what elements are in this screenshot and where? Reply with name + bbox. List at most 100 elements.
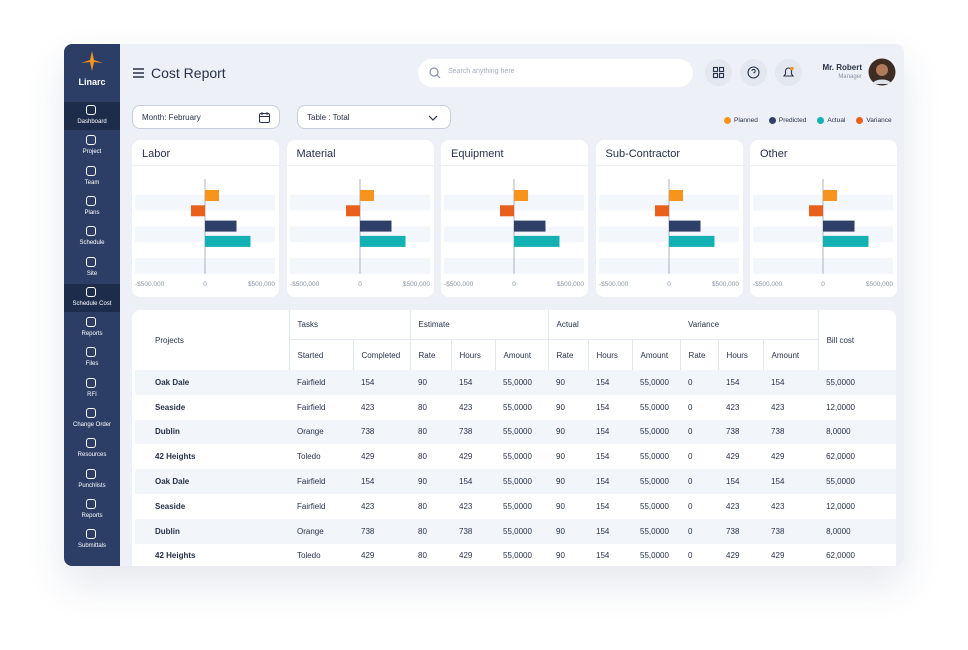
- apps-button[interactable]: [705, 59, 732, 86]
- table-cell: 90: [548, 469, 589, 494]
- table-cell: 90: [556, 501, 565, 511]
- group-header: Projects: [155, 335, 184, 345]
- chart: -$500,000 0 $500,000: [750, 165, 897, 288]
- sidebar-item[interactable]: Project: [64, 132, 120, 160]
- column-header: Hours: [450, 339, 496, 370]
- bar: [514, 220, 546, 232]
- table-cell: 55,0000: [632, 469, 681, 494]
- sidebar-item[interactable]: Site: [64, 254, 120, 282]
- sidebar-label: Site: [86, 270, 98, 277]
- table-cell: 90: [556, 402, 565, 412]
- table-cell: 154: [451, 370, 496, 395]
- chart-title: Equipment: [451, 148, 504, 160]
- table-cell: 55,0000: [495, 469, 549, 494]
- table-cell: 55,0000: [632, 518, 681, 544]
- chart-card: Material -$500,000 0 $500,000: [286, 140, 434, 297]
- table-cell: 738: [353, 419, 411, 445]
- sidebar-item[interactable]: Team: [64, 163, 120, 191]
- table-cell: 0: [688, 402, 693, 412]
- table-cell: 12,0000: [826, 402, 855, 412]
- notifications-button[interactable]: [775, 59, 802, 86]
- table-cell: 80: [410, 518, 452, 544]
- table-cell: Fairfield: [289, 370, 353, 395]
- app-window: Linarc Dashboard Project Team Plans Schedule…: [64, 44, 904, 566]
- table-row: Dublin Orange 738 80 738 55,0000 90 154 55,0000 0…: [135, 518, 896, 544]
- table-cell: 55,0000: [818, 370, 896, 395]
- table-cell: 429: [361, 452, 375, 462]
- sidebar-item[interactable]: Punchlists: [64, 466, 120, 494]
- logo-text: Linarc: [78, 77, 106, 87]
- table-row: Oak Dale Fairfield 154 90 154 55,0000 90 154 55,…: [135, 469, 896, 494]
- project-name: Dublin: [135, 518, 289, 544]
- project-name: Oak Dale: [135, 370, 289, 395]
- project-name: Dublin: [135, 419, 289, 445]
- help-button[interactable]: [740, 59, 767, 86]
- table-cell: 429: [771, 452, 785, 462]
- sidebar-icon: [86, 286, 96, 297]
- sidebar-icon: [86, 317, 96, 328]
- table-head: Projects Tasks Estimate Actual Variance Bill …: [135, 310, 896, 370]
- table-cell: 738: [763, 518, 819, 544]
- sidebar-label: Project: [82, 149, 102, 156]
- sidebar-label: Files: [85, 361, 99, 368]
- sidebar-icon: [86, 256, 96, 267]
- table-cell: 55,0000: [632, 370, 681, 395]
- table-cell: 423: [726, 501, 740, 511]
- sidebar-item[interactable]: Schedule Cost: [64, 283, 120, 312]
- table-cell: 738: [763, 419, 819, 445]
- group-header: Estimate: [409, 310, 549, 340]
- chart-card: Other -$500,000 0 $500,000: [750, 140, 897, 297]
- table-cell: 429: [361, 551, 375, 561]
- sidebar-item[interactable]: Change Order: [64, 405, 120, 433]
- table-cell: Fairfield: [297, 501, 326, 511]
- bar: [654, 205, 669, 217]
- table-cell: 55,0000: [495, 419, 549, 445]
- table-cell: 62,0000: [826, 452, 855, 462]
- bar: [823, 190, 837, 201]
- table-filter[interactable]: Table : Total: [297, 105, 451, 129]
- table-cell: 154: [588, 419, 633, 445]
- sidebar-item[interactable]: Plans: [64, 193, 120, 221]
- x-tick-label: 0: [203, 281, 207, 288]
- table-cell: 80: [418, 452, 427, 462]
- group-header: Tasks: [288, 310, 411, 340]
- sidebar-label: Resources: [77, 452, 107, 459]
- table-cell: 154: [596, 452, 610, 462]
- x-tick-label: -$500,000: [599, 281, 629, 288]
- sidebar-item[interactable]: Reports: [64, 496, 120, 524]
- sidebar-item[interactable]: Resources: [64, 435, 120, 463]
- x-tick-label: 0: [821, 281, 825, 288]
- chart: -$500,000 0 $500,000: [132, 165, 279, 288]
- table-cell: 0: [688, 452, 693, 462]
- menu-button[interactable]: [133, 68, 145, 78]
- month-filter[interactable]: Month: February: [132, 105, 280, 129]
- sidebar-item[interactable]: RFI: [64, 375, 120, 403]
- legend-marker: [724, 117, 731, 124]
- table-cell: Fairfield: [289, 469, 353, 494]
- sidebar-label: Dashboard: [77, 119, 107, 125]
- chart-card: Labor -$500,000 0 $500,000: [132, 140, 279, 297]
- table-cell: 154: [596, 402, 610, 412]
- bar: [823, 220, 855, 232]
- sidebar-item[interactable]: Dashboard: [64, 102, 120, 130]
- sidebar-item[interactable]: Submittals: [64, 526, 120, 554]
- sidebar-label: Plans: [84, 209, 100, 216]
- table-cell: 429: [459, 551, 473, 561]
- table-cell: 90: [548, 419, 589, 445]
- column-header: Started: [288, 339, 353, 370]
- table-cell: 55,0000: [503, 501, 532, 511]
- sidebar-item[interactable]: Files: [64, 344, 120, 372]
- table-cell: 738: [451, 419, 496, 445]
- table-row: Seaside Fairfield 423 80 423 55,0000 90 154 55,0…: [135, 494, 896, 519]
- sidebar-item[interactable]: Schedule: [64, 223, 120, 251]
- x-tick-label: $500,000: [402, 281, 429, 288]
- search-box[interactable]: Search anything here: [418, 59, 693, 87]
- sidebar-item[interactable]: Reports: [64, 314, 120, 342]
- chart-card: Equipment -$500,000 0 $500,000: [441, 140, 588, 297]
- project-name: Seaside: [155, 501, 186, 511]
- table-cell: 429: [726, 551, 740, 561]
- user-avatar[interactable]: [868, 58, 896, 86]
- table-cell: 55,0000: [503, 551, 532, 561]
- sidebar-label: Submittals: [77, 543, 106, 550]
- table-cell: 423: [771, 501, 785, 511]
